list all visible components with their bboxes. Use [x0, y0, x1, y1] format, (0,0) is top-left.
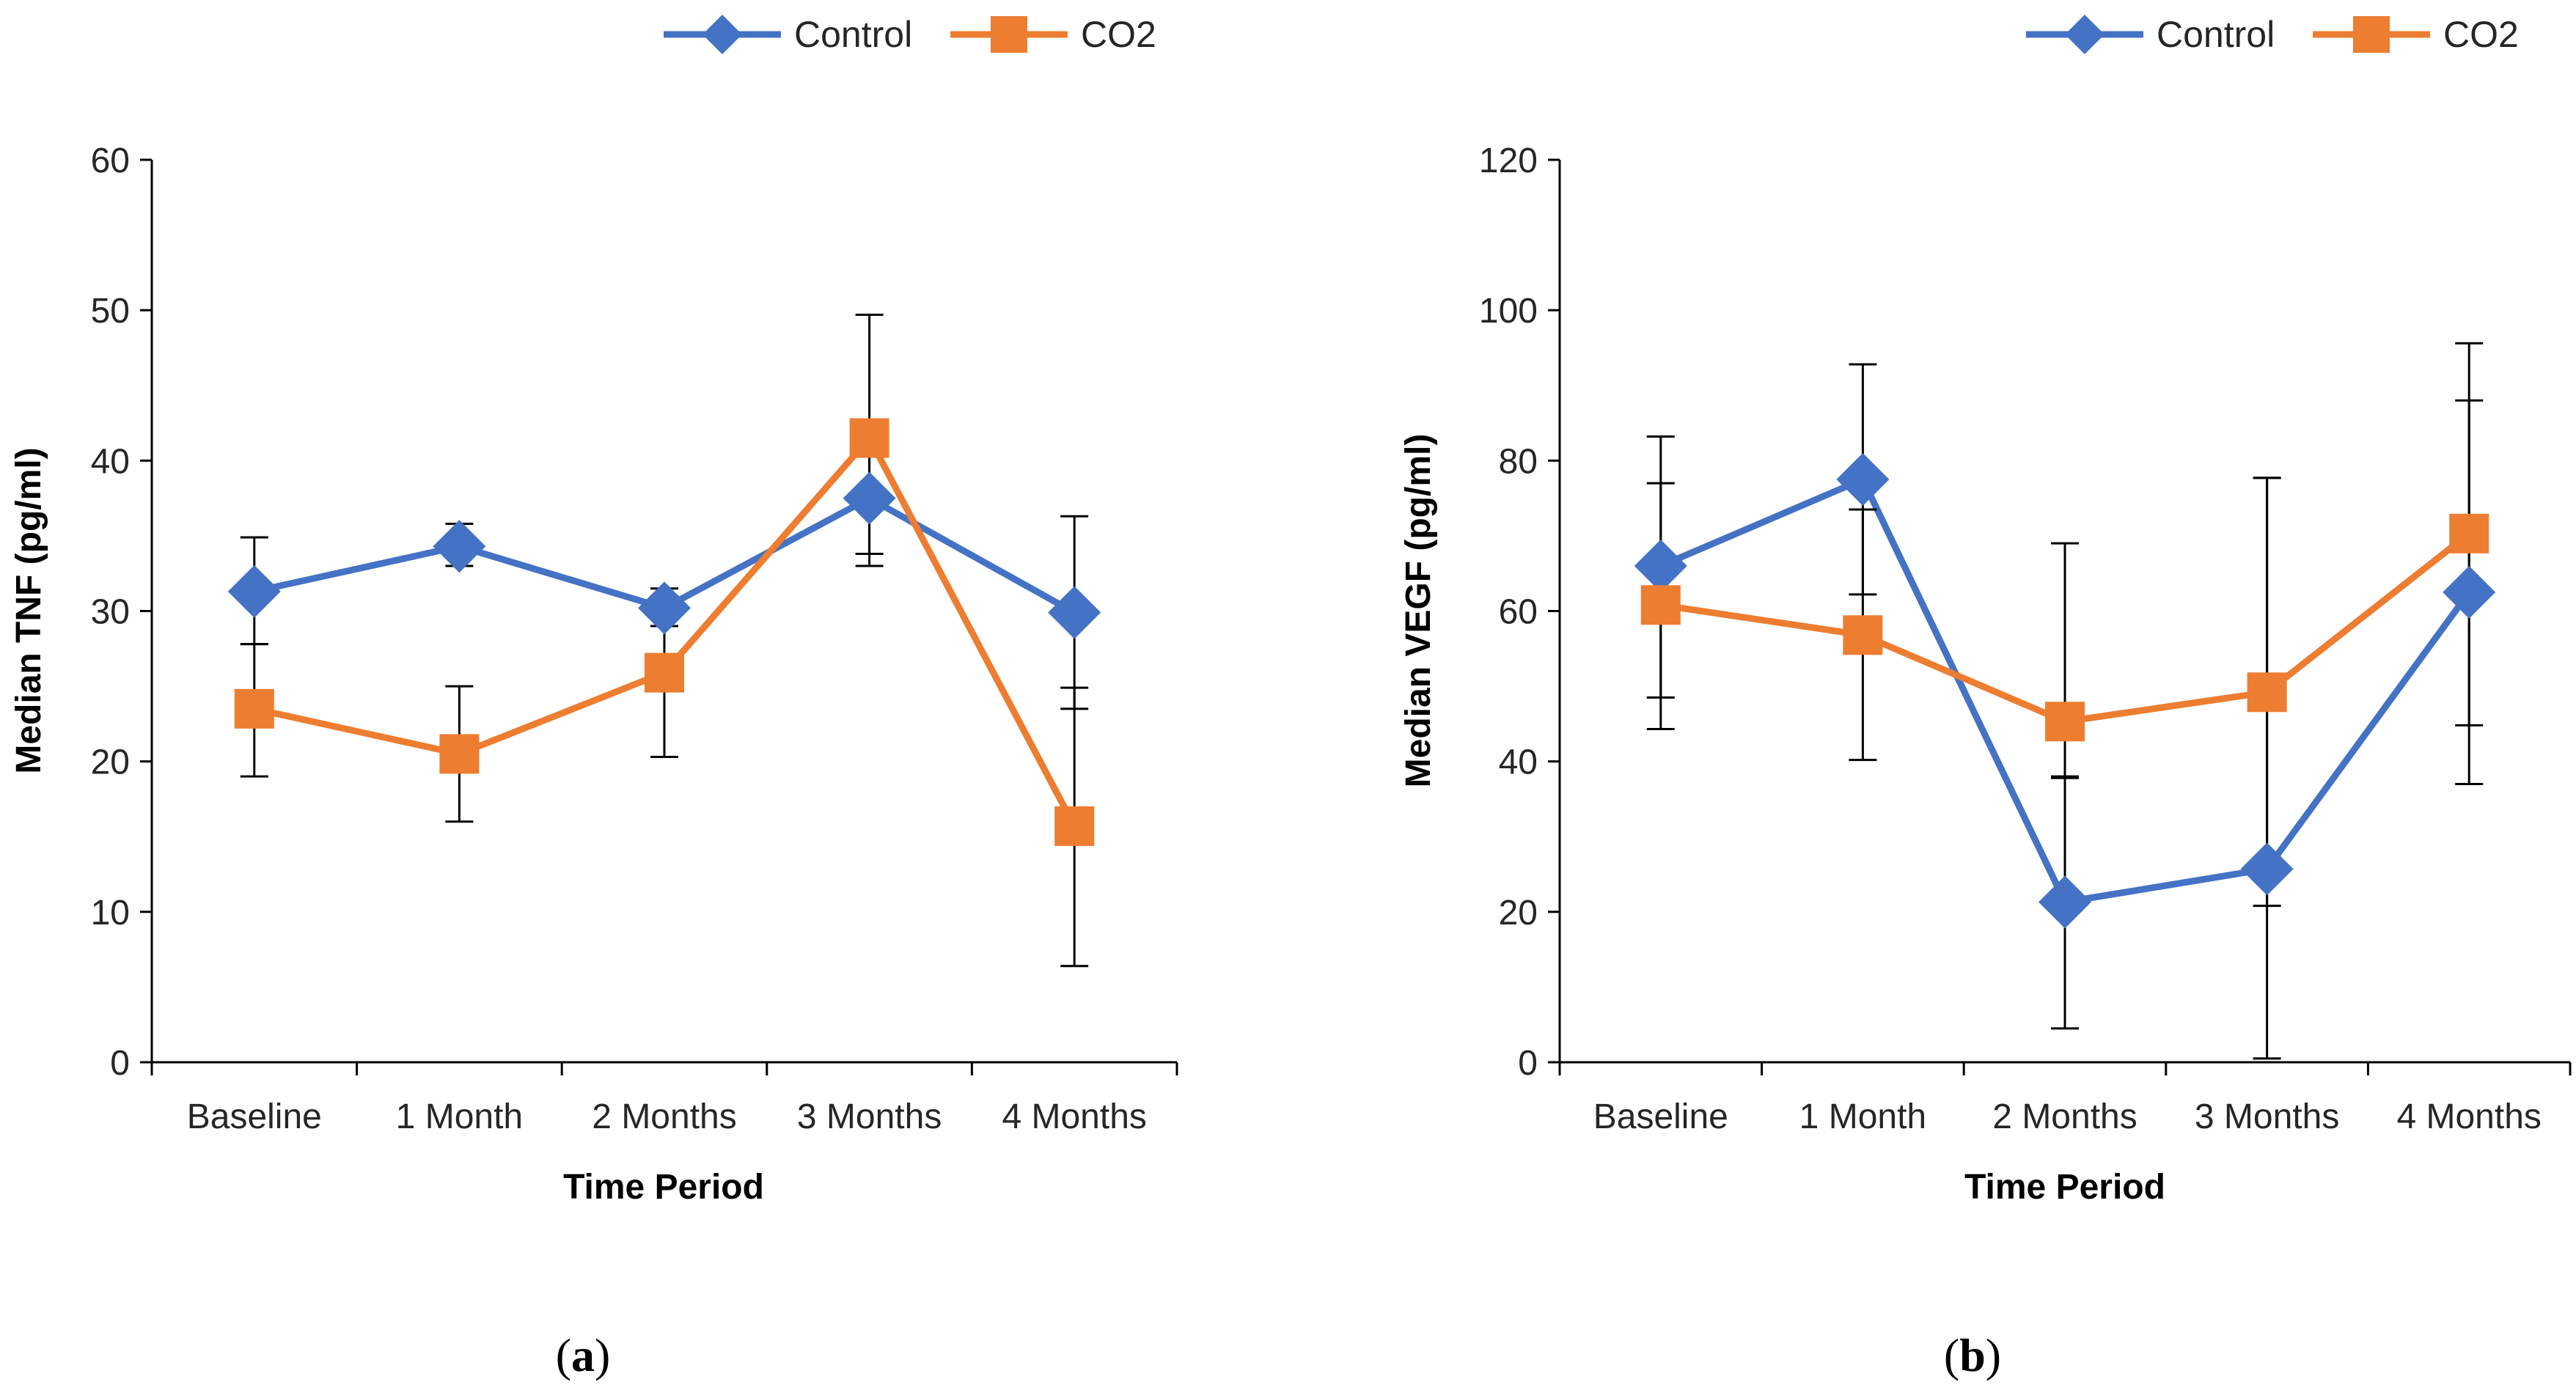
x-tick-label-4-months: 4 Months	[1002, 1097, 1146, 1136]
y-axis: 0 10 20 30 40 50 60	[91, 141, 153, 1083]
legend-marker-co2	[991, 16, 1027, 53]
x-tick-label-2-months: 2 Months	[1992, 1097, 2137, 1136]
data-point-co2	[234, 688, 274, 729]
legend: Control CO2	[664, 14, 1156, 55]
y-tick-label: 20	[1499, 894, 1538, 932]
legend-label-control: Control	[794, 14, 912, 55]
legend-label-co2: CO2	[1081, 14, 1156, 55]
x-tick-label-2-months: 2 Months	[592, 1097, 736, 1136]
x-axis: Baseline 1 Month 2 Months 3 Months 4 Months	[150, 1061, 1178, 1136]
data-point-co2	[645, 652, 684, 693]
chart-panel-a: Control CO2 0 10 20 30 40 50 60 Baseline 1 Mont…	[10, 14, 1178, 1381]
panel-label-a: (a)	[556, 1329, 611, 1381]
data-point-co2	[2247, 672, 2287, 713]
legend: Control CO2	[2026, 14, 2519, 55]
data-point-co2	[1054, 806, 1095, 846]
y-tick-label: 10	[91, 894, 130, 932]
legend-item-control: Control	[2026, 14, 2275, 55]
x-tick-label-baseline: Baseline	[1593, 1097, 1728, 1136]
legend-marker-control	[702, 15, 742, 54]
x-tick-label-1-month: 1 Month	[396, 1097, 523, 1136]
y-axis: 0 20 40 60 80 100 120	[1479, 141, 1561, 1083]
data-point-control	[1836, 452, 1890, 506]
x-axis-title: Time Period	[1964, 1168, 2165, 1207]
data-point-control	[1634, 539, 1687, 592]
y-tick-label: 60	[91, 141, 130, 180]
chart-panel-b: Control CO2 0 20 40 60 80 100 120 Baseline 1 Mo…	[1399, 14, 2572, 1381]
legend-item-co2: CO2	[2313, 14, 2519, 55]
data-point-control	[2240, 842, 2294, 896]
legend-marker-control	[2065, 15, 2105, 54]
x-axis-title: Time Period	[563, 1168, 764, 1207]
data-point-control	[1048, 586, 1101, 639]
data-point-control	[433, 520, 486, 573]
legend-label-control: Control	[2157, 14, 2275, 55]
y-tick-label: 0	[1518, 1044, 1538, 1083]
y-tick-label: 120	[1479, 141, 1538, 180]
legend-label-co2: CO2	[2443, 14, 2519, 55]
x-tick-label-4-months: 4 Months	[2396, 1097, 2541, 1136]
x-tick-label-1-month: 1 Month	[1799, 1097, 1926, 1136]
x-axis: Baseline 1 Month 2 Months 3 Months 4 Months	[1558, 1061, 2572, 1136]
data-point-control	[843, 471, 896, 525]
panel-label-b: (b)	[1944, 1329, 2001, 1381]
data-point-control	[2039, 875, 2091, 929]
panel-letter-b: b	[1959, 1329, 1986, 1381]
data-point-control	[2443, 565, 2496, 619]
legend-marker-co2	[2353, 16, 2390, 53]
y-tick-label: 100	[1479, 292, 1538, 331]
y-tick-label: 0	[110, 1044, 130, 1083]
y-tick-label: 80	[1499, 442, 1538, 481]
x-tick-label-3-months: 3 Months	[797, 1097, 942, 1136]
data-point-control	[227, 564, 281, 618]
panel-letter-a: a	[571, 1329, 595, 1381]
data-point-co2	[2045, 702, 2085, 742]
x-tick-label-baseline: Baseline	[187, 1097, 322, 1136]
x-tick-label-3-months: 3 Months	[2195, 1097, 2339, 1136]
y-tick-label: 40	[1499, 743, 1538, 782]
data-point-co2	[439, 734, 480, 774]
y-tick-label: 50	[91, 292, 130, 331]
y-tick-label: 40	[91, 442, 130, 481]
data-point-co2	[2449, 513, 2489, 553]
y-axis-title: Median TNF (pg/ml)	[10, 447, 48, 773]
data-point-control	[638, 581, 691, 635]
legend-item-control: Control	[664, 14, 912, 55]
y-tick-label: 20	[91, 743, 130, 782]
data-point-co2	[1843, 615, 1883, 655]
data-point-co2	[1640, 585, 1681, 625]
y-axis-title: Median VEGF (pg/ml)	[1399, 434, 1438, 788]
legend-item-co2: CO2	[950, 14, 1156, 55]
y-tick-label: 30	[91, 593, 130, 632]
data-point-co2	[849, 418, 889, 458]
error-bar-co2	[2051, 542, 2079, 778]
y-tick-label: 60	[1499, 593, 1538, 632]
